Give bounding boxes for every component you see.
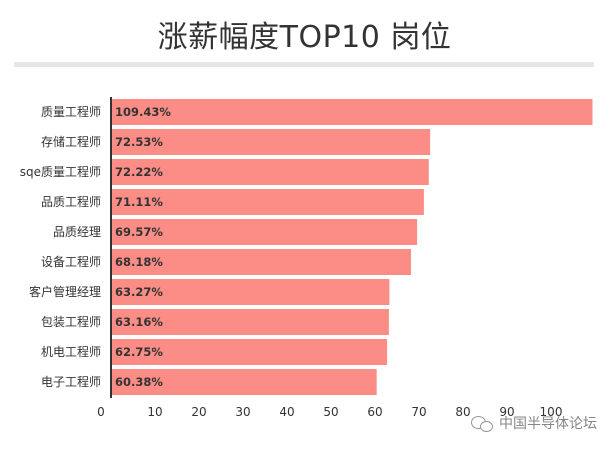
x-tick-label-100: 100 <box>540 405 563 419</box>
category-label-8: 包装工程师 <box>41 314 101 329</box>
x-tick-label-60: 60 <box>367 405 382 419</box>
category-label-7: 客户管理经理 <box>29 284 101 299</box>
category-label-9: 机电工程师 <box>41 344 101 359</box>
bar-3 <box>111 159 429 185</box>
category-label-6: 设备工程师 <box>41 254 101 269</box>
x-tick-label-80: 80 <box>455 405 470 419</box>
x-tick-label-30: 30 <box>235 405 250 419</box>
bar-2 <box>111 129 431 155</box>
category-label-1: 质量工程师 <box>41 104 101 119</box>
bar-value-label-10: 60.38% <box>115 375 163 389</box>
category-label-4: 品质工程师 <box>41 194 101 209</box>
x-tick-label-0: 0 <box>97 405 105 419</box>
bar-10 <box>111 369 377 395</box>
bar-value-label-3: 72.22% <box>115 165 163 179</box>
bar-value-label-4: 71.11% <box>115 195 163 209</box>
wechat-icon <box>471 414 493 432</box>
chart-title: 涨薪幅度TOP10 岗位 <box>157 20 452 55</box>
x-tick-label-10: 10 <box>147 405 162 419</box>
category-label-10: 电子工程师 <box>41 374 101 389</box>
bar-value-label-6: 68.18% <box>115 255 163 269</box>
bar-1 <box>111 99 593 125</box>
category-label-5: 品质经理 <box>53 225 101 239</box>
bar-5 <box>111 219 418 245</box>
category-label-2: 存储工程师 <box>41 134 101 149</box>
bar-9 <box>111 339 388 365</box>
bar-value-label-2: 72.53% <box>115 135 163 149</box>
bar-value-label-7: 63.27% <box>115 285 163 299</box>
bar-7 <box>111 279 390 305</box>
x-tick-label-90: 90 <box>499 405 514 419</box>
x-tick-label-20: 20 <box>191 405 206 419</box>
x-tick-label-40: 40 <box>279 405 294 419</box>
bar-8 <box>111 309 389 335</box>
bar-value-label-1: 109.43% <box>115 105 171 119</box>
title-divider <box>14 62 594 67</box>
bar-4 <box>111 189 424 215</box>
watermark-text: 中国半导体论坛 <box>499 416 597 432</box>
x-tick-label-70: 70 <box>411 405 426 419</box>
bar-value-label-9: 62.75% <box>115 345 163 359</box>
category-label-3: sqe质量工程师 <box>20 164 101 179</box>
x-tick-label-50: 50 <box>323 405 338 419</box>
bar-value-label-8: 63.16% <box>115 315 163 329</box>
watermark: 中国半导体论坛 <box>471 413 597 433</box>
bar-value-label-5: 69.57% <box>115 225 163 239</box>
bar-6 <box>111 249 411 275</box>
